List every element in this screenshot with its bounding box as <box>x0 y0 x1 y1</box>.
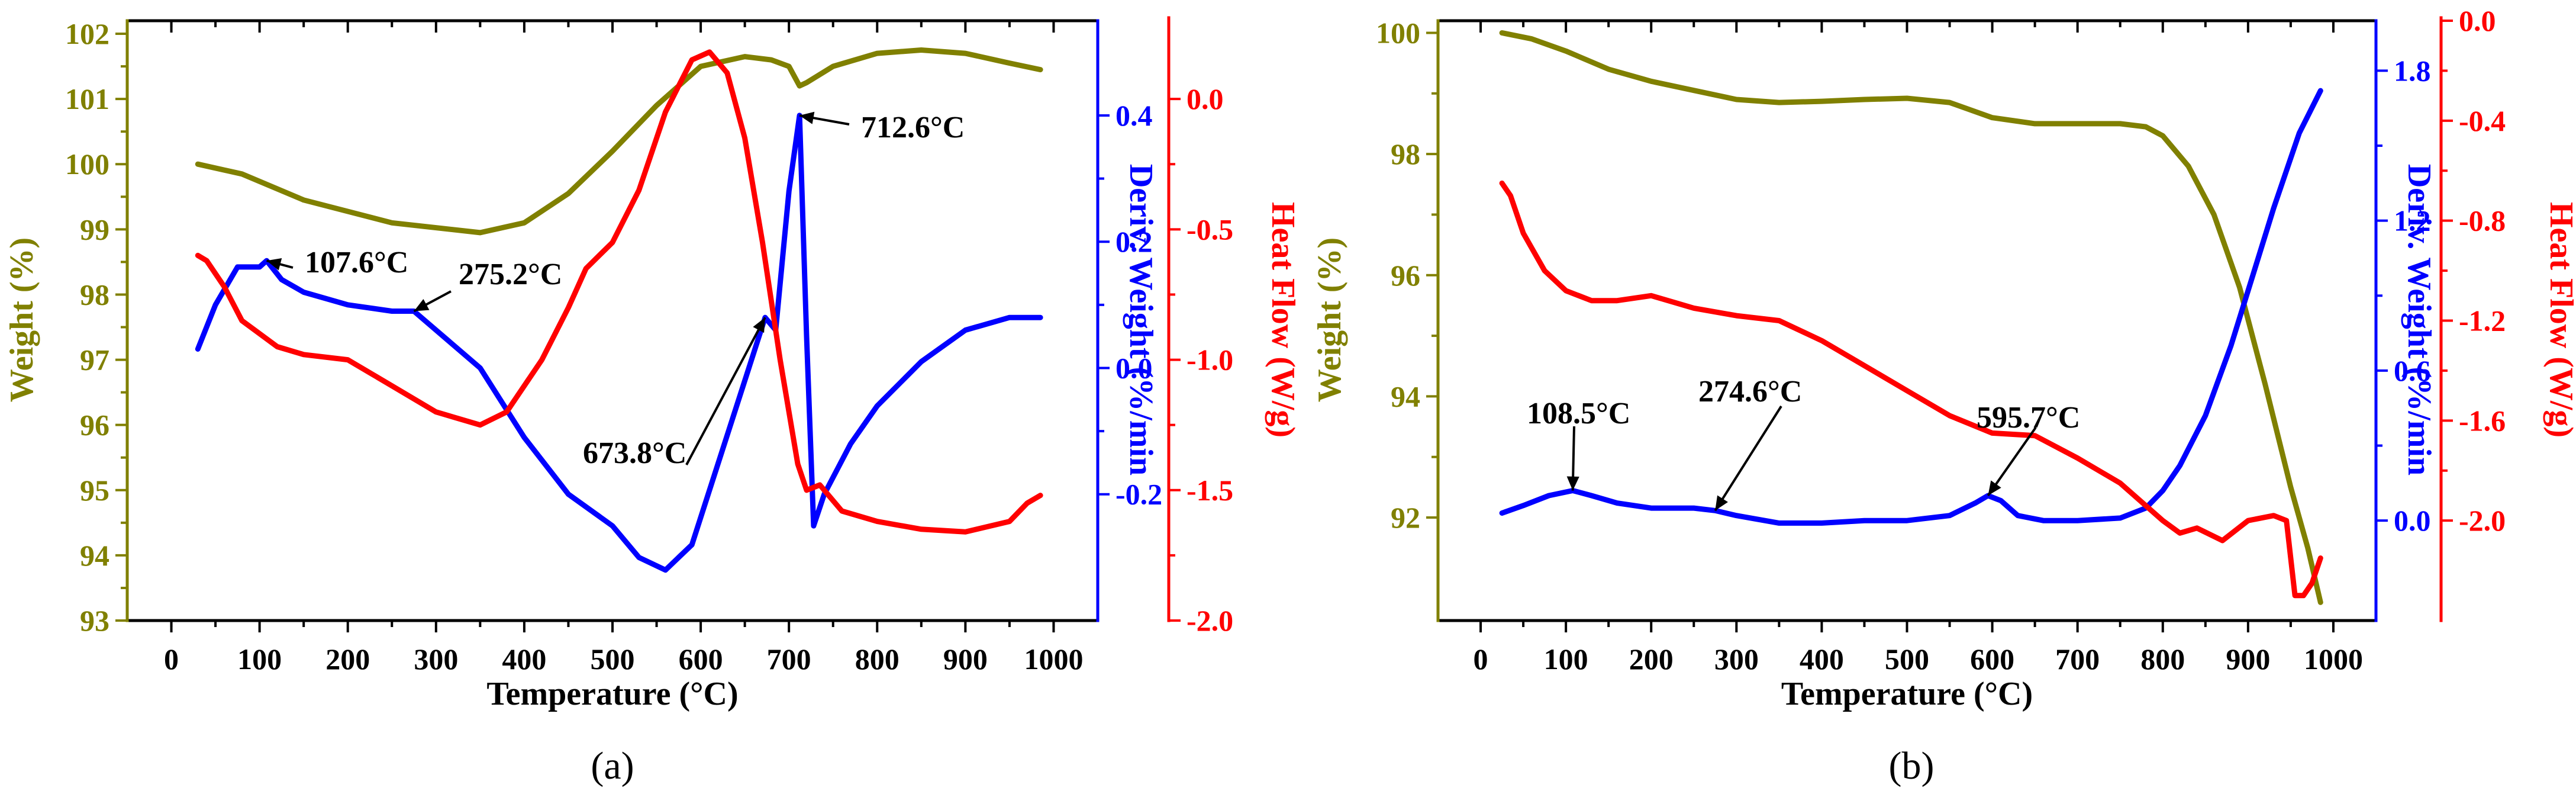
annotation-arrowhead <box>799 111 815 124</box>
x-tick-label: 500 <box>591 642 635 676</box>
x-tick-label: 600 <box>1970 642 2014 676</box>
annotation-arrow <box>685 317 766 465</box>
deriv-tick-label: 1.2 <box>2394 204 2431 237</box>
series-deriv-weight-line <box>1499 88 2323 526</box>
annotation-arrowhead <box>1715 495 1728 511</box>
x-tick-label: 300 <box>414 642 458 676</box>
panel-label-a: (a) <box>591 744 634 788</box>
weight-tick-label: 96 <box>1391 259 1420 292</box>
annotation-label: 595.7°C <box>1977 401 2080 435</box>
x-tick-label: 900 <box>943 642 988 676</box>
weight-tick-label: 101 <box>65 82 109 115</box>
annotation-arrowhead <box>414 298 430 311</box>
heat-axis-title: Heat Flow (W/g) <box>2543 202 2576 438</box>
series-heat-flow-line <box>1499 180 2323 599</box>
x-tick-label: 900 <box>2226 642 2270 676</box>
weight-tick-label: 100 <box>65 147 109 181</box>
x-tick-label: 1000 <box>1024 642 1083 676</box>
annotation-label: 274.6°C <box>1698 375 1802 409</box>
x-tick-label: 800 <box>2140 642 2185 676</box>
annotation-arrowhead <box>753 317 765 333</box>
weight-tick-label: 100 <box>1376 16 1420 49</box>
series-deriv-weight-line <box>195 113 1043 573</box>
heat-axis-title: Heat Flow (W/g) <box>1265 202 1301 438</box>
x-tick-label: 0 <box>164 642 179 676</box>
weight-tick-label: 92 <box>1391 501 1420 534</box>
x-tick-label: 500 <box>1885 642 1929 676</box>
weight-axis-title: Weight (%) <box>4 237 40 402</box>
series-heat-flow-line <box>195 49 1043 535</box>
annotation-arrowhead <box>1988 480 2001 496</box>
deriv-tick-label: 1.8 <box>2394 54 2431 87</box>
annotation-label: 275.2°C <box>459 258 562 291</box>
annotation-label: 107.6°C <box>305 246 408 279</box>
x-tick-label: 1000 <box>2304 642 2363 676</box>
annotation-label: 108.5°C <box>1527 397 1630 430</box>
annotation-arrowhead <box>266 258 282 271</box>
x-axis-title: Temperature (°C) <box>1781 676 2033 712</box>
x-tick-label: 100 <box>237 642 282 676</box>
x-tick-label: 800 <box>855 642 899 676</box>
x-tick-label: 300 <box>1714 642 1759 676</box>
annotation-label: 673.8°C <box>583 436 686 470</box>
x-tick-label: 0 <box>1474 642 1488 676</box>
heat-tick-label: -2.0 <box>1187 604 1233 637</box>
deriv-tick-label: 0.6 <box>2394 354 2431 387</box>
x-tick-label: 200 <box>1629 642 1674 676</box>
weight-tick-label: 99 <box>80 213 109 246</box>
weight-tick-label: 98 <box>1391 137 1420 171</box>
heat-tick-label: 0.0 <box>2459 4 2496 37</box>
weight-tick-label: 96 <box>80 409 109 442</box>
heat-tick-label: -0.4 <box>2459 104 2506 137</box>
heat-tick-label: -1.0 <box>1187 343 1233 377</box>
series-weight-line <box>195 47 1043 236</box>
deriv-axis-title: Deriv. Weight (%/min <box>2401 164 2438 475</box>
x-axis-title: Temperature (°C) <box>486 676 738 712</box>
weight-tick-label: 95 <box>80 474 109 507</box>
panel-label-b: (b) <box>1889 744 1935 788</box>
weight-tick-label: 98 <box>80 278 109 311</box>
heat-tick-label: 0.0 <box>1187 82 1224 115</box>
weight-axis-title: Weight (%) <box>1311 237 1348 402</box>
deriv-tick-label: 0.4 <box>1115 99 1153 132</box>
weight-tick-label: 93 <box>80 604 109 637</box>
series-weight-line <box>1499 30 2323 605</box>
panel-b-chart: 0 100 200 300 400 500 600 700 800 900 1000 Temperat… <box>1311 4 2576 788</box>
x-tick-label: 100 <box>1544 642 1588 676</box>
panel-a-chart: 0 100 200 300 400 500 600 700 800 900 1000 Temperat… <box>4 16 1301 788</box>
heat-tick-label: -0.5 <box>1187 213 1233 246</box>
x-tick-label: 700 <box>2055 642 2100 676</box>
annotation-label: 712.6°C <box>861 111 965 144</box>
x-tick-label: 400 <box>1800 642 1844 676</box>
x-tick-label: 600 <box>679 642 723 676</box>
deriv-tick-label: -0.2 <box>1115 478 1162 511</box>
annotation-arrowhead <box>1566 476 1579 491</box>
weight-tick-label: 97 <box>80 343 109 377</box>
x-tick-label: 200 <box>325 642 370 676</box>
weight-tick-label: 102 <box>65 17 109 50</box>
weight-tick-label: 94 <box>1391 380 1420 413</box>
heat-tick-label: -1.2 <box>2459 304 2506 338</box>
heat-tick-label: -1.6 <box>2459 404 2506 437</box>
annotation-arrow <box>1714 405 1782 512</box>
weight-tick-label: 94 <box>80 539 109 572</box>
x-tick-label: 700 <box>767 642 811 676</box>
deriv-tick-label: 0.0 <box>1115 351 1153 384</box>
x-tick-label: 400 <box>502 642 546 676</box>
deriv-tick-label: 0.0 <box>2394 504 2431 537</box>
heat-tick-label: -0.8 <box>2459 204 2506 237</box>
heat-tick-label: -2.0 <box>2459 504 2506 537</box>
deriv-tick-label: 0.2 <box>1115 225 1153 258</box>
deriv-axis-title: Deriv. Weight (%/min <box>1123 164 1159 475</box>
heat-tick-label: -1.5 <box>1187 474 1233 507</box>
